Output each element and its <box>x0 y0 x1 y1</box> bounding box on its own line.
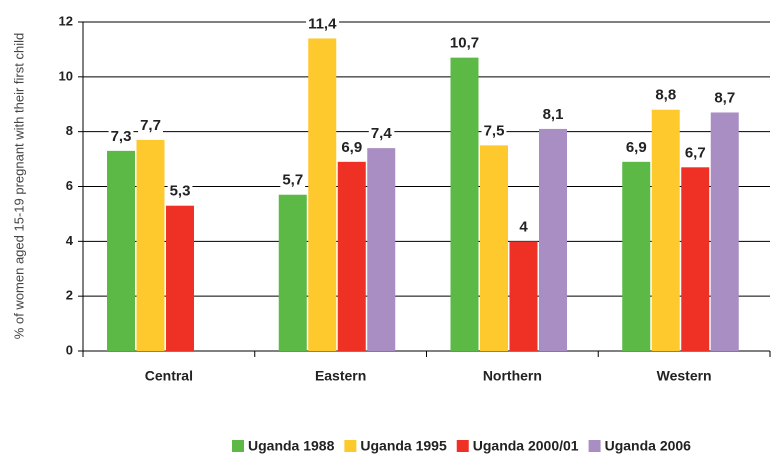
value-label: 6,7 <box>685 144 706 161</box>
value-label: 4 <box>519 218 528 235</box>
label-background <box>653 86 679 104</box>
value-label: 5,3 <box>170 183 191 200</box>
value-label: 5,7 <box>282 172 303 189</box>
label-background <box>138 116 163 134</box>
bar <box>681 167 710 351</box>
x-tick-label: Western <box>657 368 712 384</box>
label-background <box>517 218 531 236</box>
bar <box>651 109 680 351</box>
x-tick-label: Northern <box>483 368 542 384</box>
x-tick-label: Eastern <box>315 368 366 384</box>
legend-swatch <box>456 440 469 452</box>
bar <box>367 148 396 351</box>
bar <box>710 112 739 351</box>
value-label: 7,3 <box>111 128 132 145</box>
bar <box>450 57 479 352</box>
bar <box>166 205 194 351</box>
bar <box>136 139 165 351</box>
value-label: 8,7 <box>714 89 735 106</box>
y-tick-label: 6 <box>66 178 73 193</box>
label-background <box>339 138 365 156</box>
y-tick-label: 10 <box>59 68 73 83</box>
y-tick-label: 0 <box>66 342 73 357</box>
label-background <box>167 182 193 200</box>
bar <box>308 38 337 351</box>
value-label: 6,9 <box>341 139 362 156</box>
bar <box>480 145 508 351</box>
bar <box>539 128 567 351</box>
value-label: 11,4 <box>308 15 337 32</box>
legend-swatch <box>232 440 244 452</box>
bar <box>107 150 135 351</box>
y-tick-label: 12 <box>59 13 73 28</box>
legend-label: Uganda 2000/01 <box>473 438 579 454</box>
bar <box>622 161 651 351</box>
value-label: 7,4 <box>371 125 393 142</box>
value-label: 7,5 <box>484 122 505 139</box>
label-background <box>712 89 738 107</box>
y-tick-label: 2 <box>66 288 73 303</box>
legend-label: Uganda 2006 <box>605 438 692 454</box>
label-background <box>108 127 134 145</box>
label-background <box>447 34 482 52</box>
label-background <box>306 15 340 33</box>
label-background <box>682 144 708 162</box>
value-label: 7,7 <box>140 117 161 134</box>
label-background <box>481 122 507 140</box>
label-background <box>368 125 395 143</box>
legend-swatch <box>588 440 601 452</box>
value-label: 8,1 <box>543 106 564 123</box>
y-axis-label: % of women aged 15-19 pregnant with thei… <box>11 33 26 339</box>
value-label: 10,7 <box>450 35 479 52</box>
y-tick-label: 8 <box>66 123 73 138</box>
bar <box>278 194 307 351</box>
legend-swatch <box>344 440 357 452</box>
bar <box>509 241 538 351</box>
value-label: 6,9 <box>626 139 647 156</box>
value-label: 8,8 <box>655 87 676 104</box>
x-tick-label: Central <box>145 368 193 384</box>
label-background <box>540 105 566 123</box>
label-background <box>623 138 649 156</box>
label-background <box>280 171 306 189</box>
legend-label: Uganda 1988 <box>248 438 335 454</box>
y-tick-label: 4 <box>66 233 74 248</box>
bar <box>337 161 366 351</box>
legend-label: Uganda 1995 <box>360 438 447 454</box>
